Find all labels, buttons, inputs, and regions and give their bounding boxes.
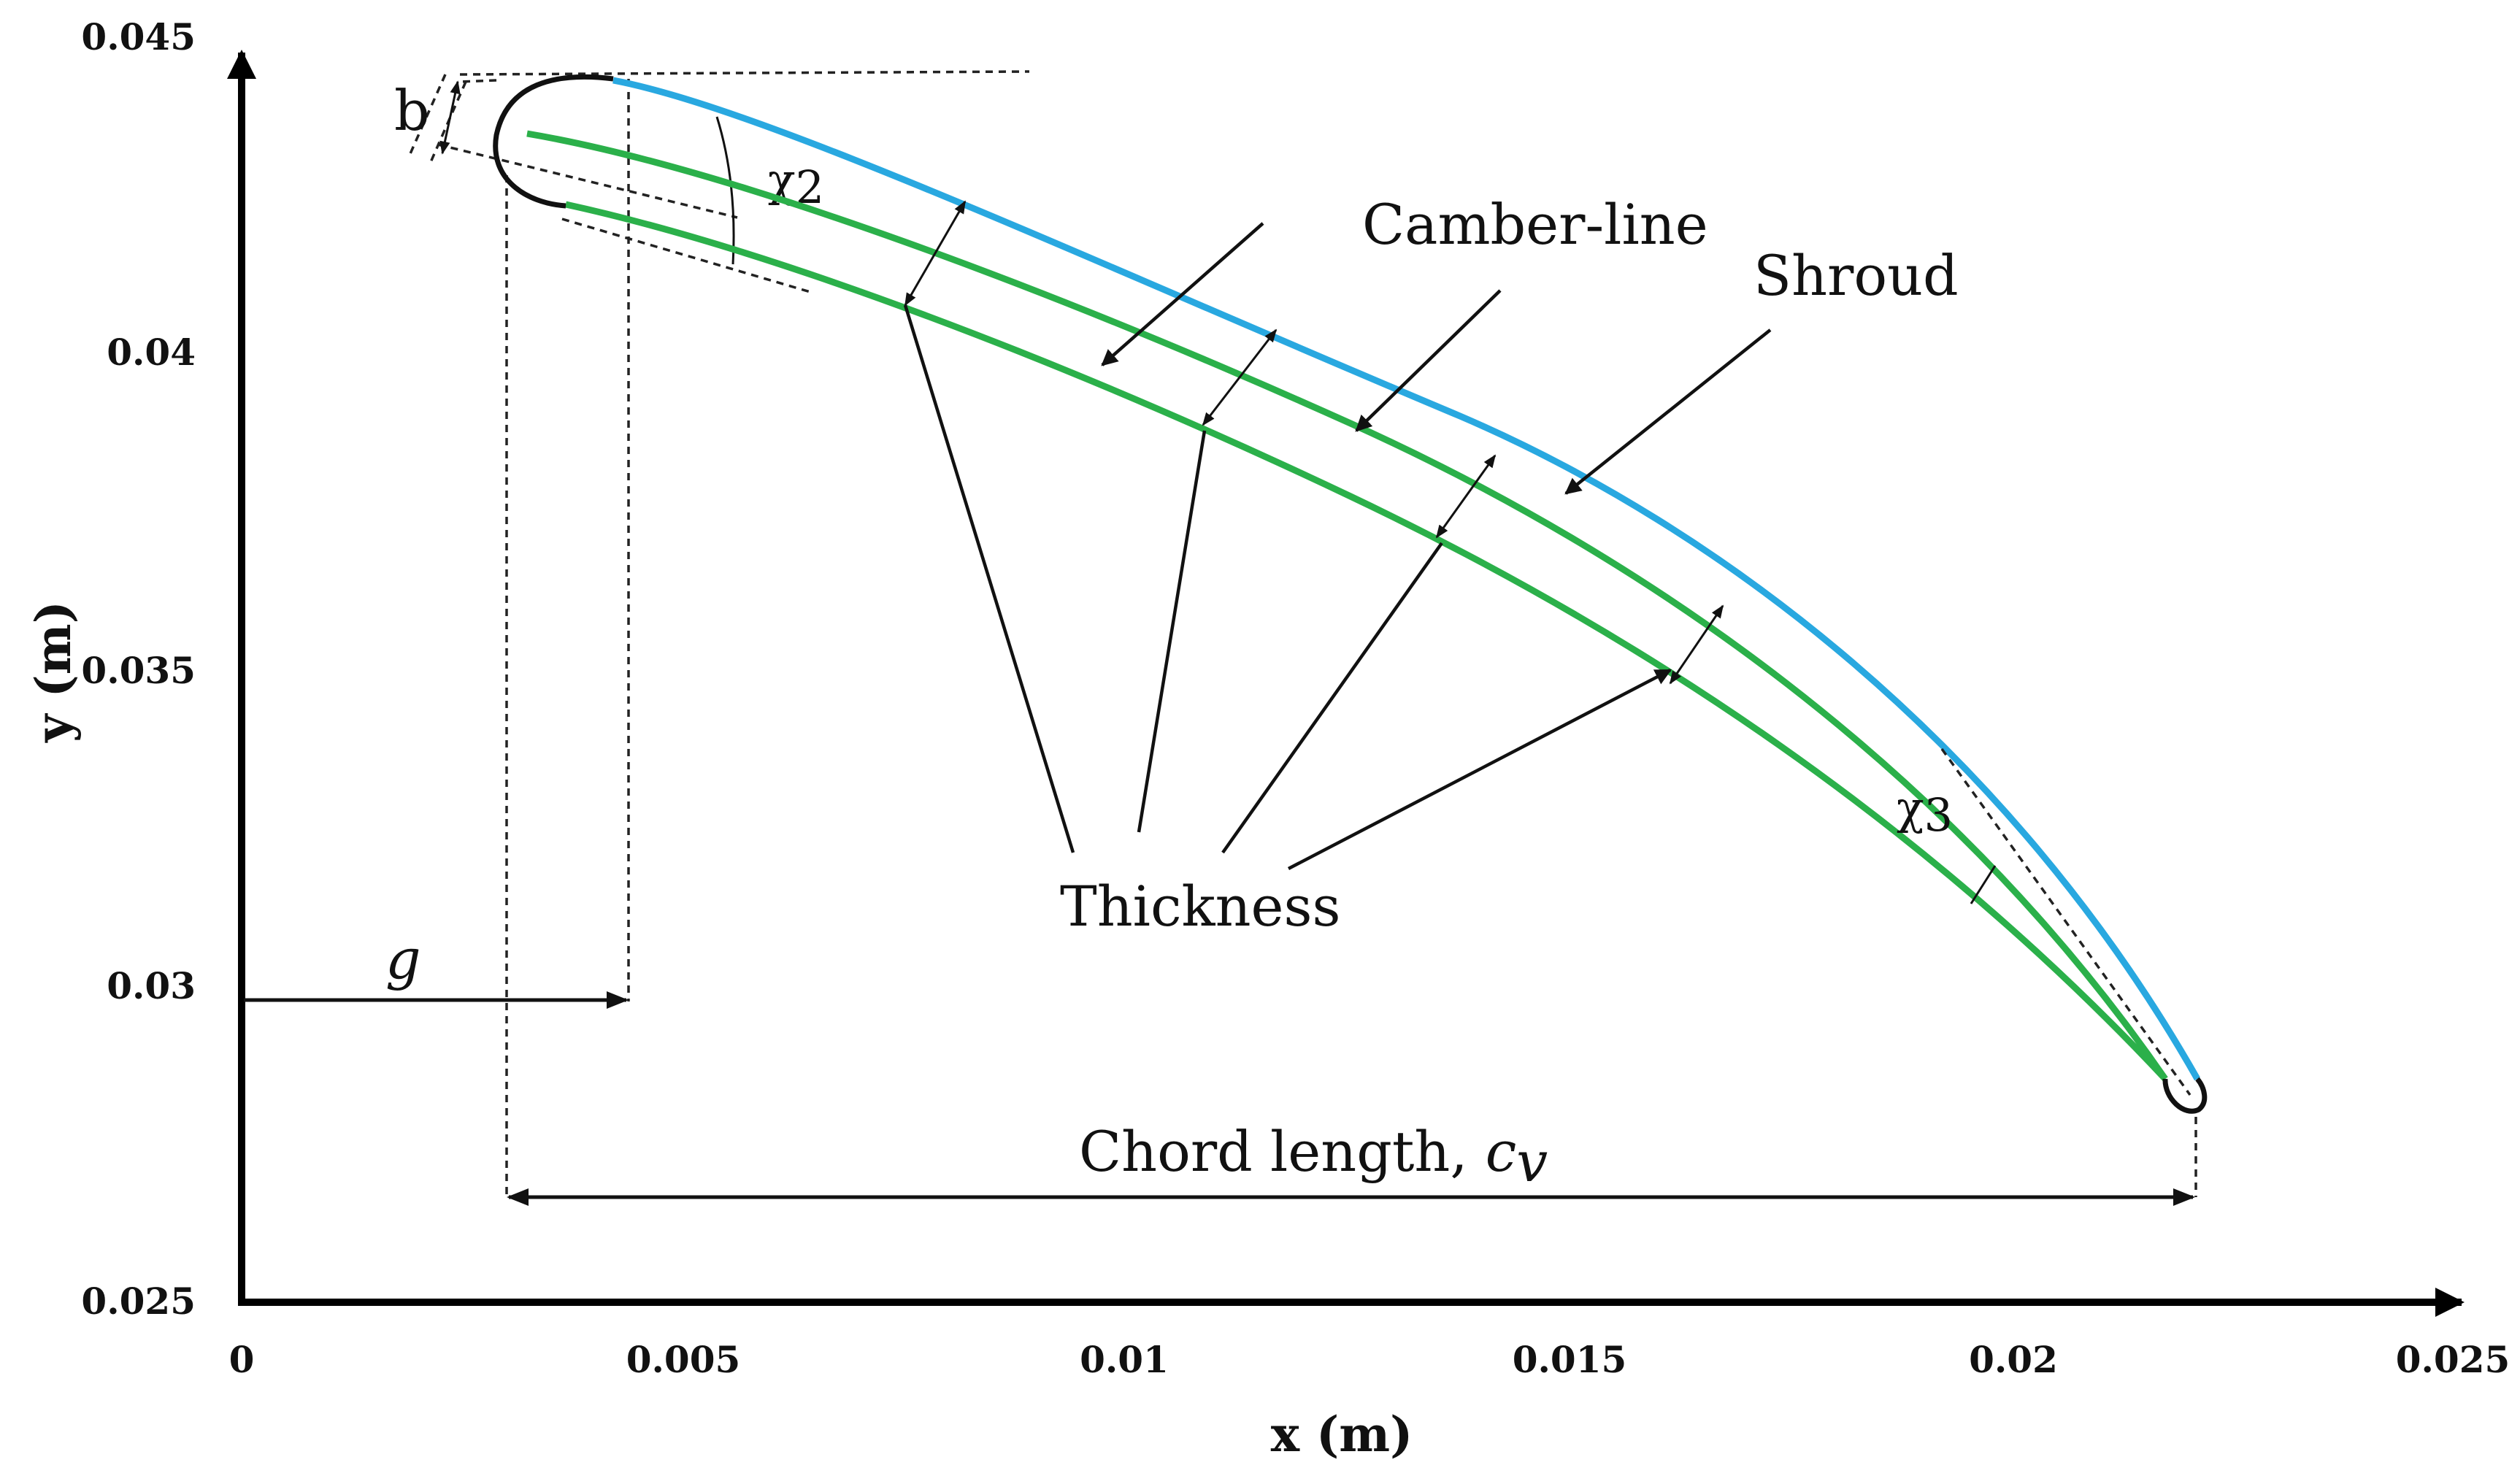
chi3-angle-tick (1970, 865, 1997, 904)
trailing-edge-construction (1940, 747, 2197, 1197)
lower-surface-curve (565, 201, 2168, 1082)
y-tick-1: 0.03 (107, 964, 196, 1007)
y-tick-0: 0.025 (81, 1280, 196, 1323)
x-tick-5: 0.025 (2396, 1338, 2511, 1381)
blade-curves (493, 74, 2208, 1114)
shroud-curve (612, 77, 2200, 1081)
chord-length-label: Chord length, cv (1079, 1119, 1548, 1194)
leading-edge-construction (407, 70, 1030, 1197)
x-tick-3: 0.015 (1513, 1338, 1627, 1381)
camber-line-leader (1355, 289, 1502, 432)
x-tick-4: 0.02 (1969, 1338, 2058, 1381)
y-axis-label: y (m) (25, 601, 82, 743)
y-tick-4: 0.045 (81, 15, 196, 58)
trailing-edge-outline (2162, 1077, 2208, 1114)
shroud-leader (1564, 328, 1772, 495)
x-axis-label: x (m) (1271, 1406, 1413, 1463)
b-dimension-arrow (439, 80, 461, 155)
thickness-arrows (904, 200, 1724, 685)
upper-surface-arrow (1101, 222, 1264, 366)
shroud-label: Shroud (1753, 243, 1959, 308)
y-tick-3: 0.04 (107, 331, 196, 374)
camber-line-curve (526, 130, 2168, 1081)
b-label: b (394, 78, 430, 143)
y-tick-labels: 0.025 0.03 0.035 0.04 0.045 (81, 15, 196, 1323)
g-label: g (385, 926, 421, 991)
x-tick-2: 0.01 (1080, 1338, 1169, 1381)
thickness-label: Thickness (1060, 874, 1341, 939)
y-tick-2: 0.035 (81, 649, 196, 692)
x-tick-labels: 0 0.005 0.01 0.015 0.02 0.025 (229, 1338, 2511, 1381)
chi3-label: χ3 (1897, 781, 1953, 842)
x-tick-0: 0 (229, 1338, 255, 1381)
leading-edge-outline (493, 74, 614, 209)
thickness-leaders (903, 304, 1672, 870)
camber-line-label: Camber-line (1362, 192, 1708, 257)
x-tick-1: 0.005 (626, 1338, 741, 1381)
